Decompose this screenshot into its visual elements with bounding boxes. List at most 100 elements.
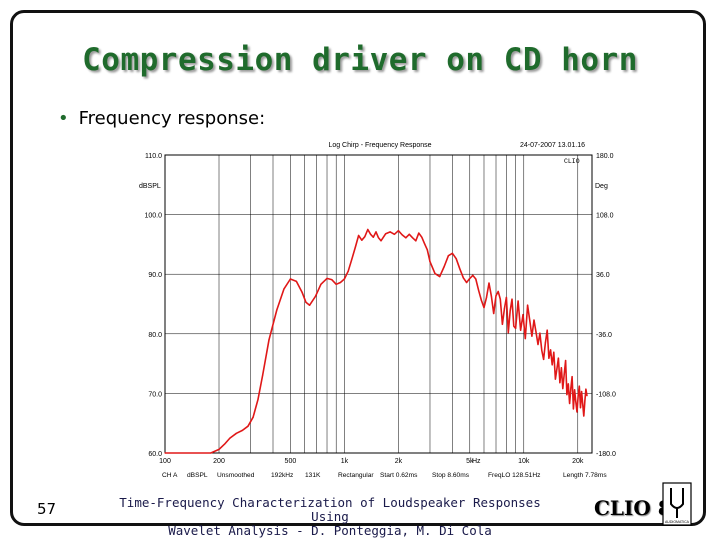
data-point xyxy=(424,243,426,245)
data-point xyxy=(451,252,454,254)
y2-tick-label: -108.0 xyxy=(596,391,616,398)
y2-tick-label: -36.0 xyxy=(596,332,612,339)
data-point xyxy=(367,228,369,231)
data-point xyxy=(551,364,553,366)
data-point xyxy=(480,299,482,302)
footer-item: dBSPL xyxy=(187,472,208,479)
data-point xyxy=(577,394,579,396)
data-point xyxy=(568,402,571,405)
data-point xyxy=(397,230,399,232)
data-point xyxy=(466,281,468,284)
data-point xyxy=(415,240,417,242)
data-point xyxy=(488,282,490,284)
data-point xyxy=(529,320,531,322)
y2-axis-label: Deg xyxy=(595,183,608,190)
data-point xyxy=(314,295,317,297)
footer-item: 131K xyxy=(305,472,321,479)
chart-header-right: 24-07-2007 13.01.16 xyxy=(520,142,585,149)
data-point xyxy=(501,323,504,325)
y-tick-label: 80.0 xyxy=(148,332,162,339)
data-point xyxy=(354,246,356,248)
footer-item: CH A xyxy=(162,472,178,479)
citation-line-1: Time-Frequency Characterization of Louds… xyxy=(119,495,541,524)
y-axis-label: dBSPL xyxy=(139,183,161,190)
data-point xyxy=(556,368,558,370)
data-point xyxy=(485,296,488,299)
data-point xyxy=(343,278,345,280)
data-point xyxy=(372,236,374,238)
y2-tick-label: -180.0 xyxy=(596,451,616,458)
data-point xyxy=(326,277,328,279)
data-point xyxy=(583,415,585,417)
data-point xyxy=(557,357,560,359)
x-tick-label: 20k xyxy=(572,458,584,465)
chart-series xyxy=(164,228,588,454)
data-point xyxy=(339,281,341,284)
data-point xyxy=(443,265,445,268)
data-point xyxy=(564,360,567,362)
data-point xyxy=(418,232,420,234)
data-point xyxy=(513,325,515,327)
data-point xyxy=(241,429,243,431)
data-point xyxy=(389,231,391,233)
data-point xyxy=(507,332,509,334)
data-point xyxy=(567,383,569,385)
data-point xyxy=(560,367,562,369)
data-point xyxy=(531,335,533,337)
x-tick-label: 5k xyxy=(466,458,474,465)
data-point xyxy=(434,273,436,275)
footer-item: Length 7.78ms xyxy=(563,472,607,479)
footer-item: FreqLO 128.51Hz xyxy=(488,472,540,479)
chart-grid xyxy=(164,154,593,454)
data-point xyxy=(224,443,226,445)
data-point xyxy=(361,239,363,241)
data-point xyxy=(164,452,166,454)
footer-item: Unsmoothed xyxy=(217,472,255,479)
data-point xyxy=(375,231,377,233)
y-tick-label: 100.0 xyxy=(144,213,162,220)
data-point xyxy=(574,389,576,391)
tuning-fork-icon: AUDIOMATICA xyxy=(662,482,692,526)
data-point xyxy=(289,278,291,280)
data-point xyxy=(541,349,543,352)
data-point xyxy=(380,240,382,242)
data-point xyxy=(429,261,431,263)
data-point xyxy=(229,437,231,439)
data-point xyxy=(543,358,545,361)
data-point xyxy=(276,309,278,311)
x-tick-label: 2k xyxy=(395,458,403,465)
citation: Time-Frequency Characterization of Louds… xyxy=(100,496,560,538)
x-tick-label: 100 xyxy=(159,458,171,465)
data-point xyxy=(571,376,573,378)
data-point xyxy=(509,309,511,312)
data-point xyxy=(495,295,497,297)
data-point xyxy=(426,249,428,251)
data-point xyxy=(533,319,535,321)
data-point xyxy=(520,329,522,331)
data-point xyxy=(459,268,461,270)
data-point xyxy=(309,304,311,306)
data-point xyxy=(478,289,480,291)
data-point xyxy=(580,391,583,393)
data-point xyxy=(364,236,366,238)
x-tick-label: 10k xyxy=(518,458,530,465)
data-point xyxy=(559,382,561,384)
chart-header-left: Log Chirp - Frequency Response xyxy=(328,142,431,149)
data-point xyxy=(572,408,574,410)
y-tick-label: 60.0 xyxy=(148,451,162,458)
data-point xyxy=(247,425,249,427)
data-point xyxy=(575,401,577,403)
data-point xyxy=(305,301,307,303)
data-point xyxy=(301,291,303,293)
y2-tick-label: 180.0 xyxy=(596,153,614,160)
data-point xyxy=(517,300,519,302)
bullet-text: Frequency response: xyxy=(78,108,266,129)
bullet-dot-icon: • xyxy=(58,108,69,129)
data-point xyxy=(490,295,493,297)
clio-logo: CLIO 8 xyxy=(594,496,672,520)
data-point xyxy=(331,278,333,281)
data-point xyxy=(347,270,349,272)
footer-item: Stop 8.60ms xyxy=(432,472,470,479)
data-point xyxy=(584,399,586,402)
